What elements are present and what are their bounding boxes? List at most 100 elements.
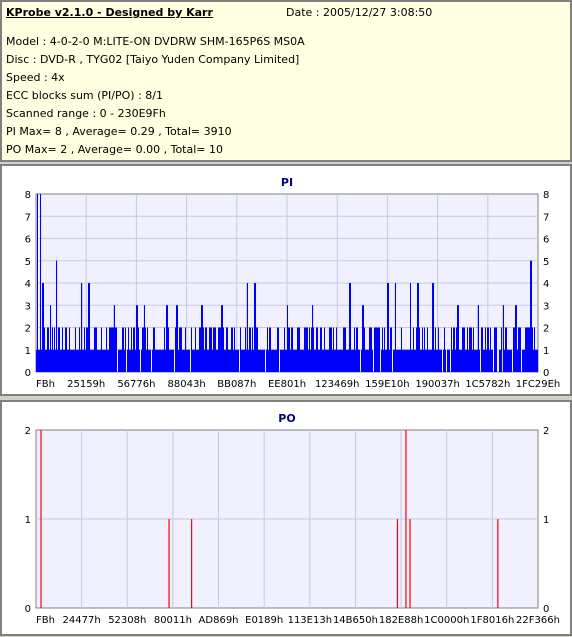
pi-peak-bar — [37, 194, 39, 372]
pi-bar — [105, 349, 106, 372]
pi-peak-bar — [457, 305, 459, 372]
pi-bar — [425, 349, 426, 372]
pi-bar — [46, 349, 47, 372]
pi-bar — [308, 349, 309, 372]
pi-bar — [124, 349, 125, 372]
pi-bar — [98, 349, 99, 372]
disc-line: Disc : DVD-R , TYG02 [Taiyo Yuden Compan… — [6, 53, 300, 66]
pi-bar — [412, 349, 413, 372]
pi-bar — [399, 349, 400, 372]
pi-bar — [316, 327, 317, 372]
y-tick-label-left: 5 — [25, 257, 31, 268]
pi-bar — [510, 349, 511, 372]
pi-bar — [402, 349, 403, 372]
pi-bar — [353, 349, 354, 372]
pi-bar — [236, 349, 237, 372]
pi-bar — [127, 349, 128, 372]
pi-peak-bar — [42, 283, 44, 372]
pi-bar — [147, 327, 148, 372]
pi-peak-bar — [56, 260, 58, 372]
pi-bar — [154, 327, 155, 372]
pi-peak-bar — [432, 283, 434, 372]
pi-bar — [210, 327, 211, 372]
pi-bar — [49, 349, 50, 372]
pi-bar — [504, 349, 505, 372]
pi-bar — [374, 327, 375, 372]
pi-bar — [231, 327, 232, 372]
pi-bar — [509, 349, 510, 372]
pi-bar — [445, 349, 446, 372]
pi-bar — [329, 327, 330, 372]
pi-bar — [500, 349, 501, 372]
pi-bar — [62, 327, 63, 372]
pi-bar — [121, 349, 122, 372]
pi-bar — [511, 349, 512, 372]
pi-bar — [375, 327, 376, 372]
pi-bar — [315, 349, 316, 372]
pi-bar — [139, 349, 140, 372]
pi-bar — [45, 349, 46, 372]
pi-bar — [92, 349, 93, 372]
pi-bar — [284, 327, 285, 372]
pi-bar — [58, 327, 59, 372]
x-tick-label: BB087h — [217, 379, 256, 390]
x-tick-label: 113E13h — [288, 615, 332, 626]
pi-bar — [189, 349, 190, 372]
pi-bar — [295, 349, 296, 372]
pi-bar — [171, 349, 172, 372]
pi-bar — [104, 349, 105, 372]
pi-peak-bar — [40, 194, 42, 372]
pi-bar — [466, 349, 467, 372]
scanned-range-line: Scanned range : 0 - 230E9Fh — [6, 107, 166, 120]
pi-bar — [82, 349, 83, 372]
pi-bar — [269, 327, 270, 372]
pi-bar — [186, 349, 187, 372]
pi-bar — [456, 327, 457, 372]
pi-bar — [201, 305, 202, 372]
pi-bar — [520, 327, 521, 372]
pi-bar — [348, 349, 349, 372]
pi-bar — [440, 349, 441, 372]
pi-bar — [194, 349, 195, 372]
y-tick-label-right: 7 — [543, 212, 549, 223]
model-line: Model : 4-0-2-0 M:LITE-ON DVDRW SHM-165P… — [6, 35, 305, 48]
y-tick-label-left: 4 — [25, 279, 31, 290]
pi-bar — [242, 349, 243, 372]
pi-bar — [371, 327, 372, 372]
pi-bar — [115, 327, 116, 372]
pi-bar — [157, 349, 158, 372]
pi-bar — [238, 349, 239, 372]
pi-bar — [203, 327, 204, 372]
pi-bar — [407, 349, 408, 372]
pi-bar — [361, 349, 362, 372]
pi-bar — [52, 327, 53, 372]
y-tick-label-left: 1 — [25, 346, 31, 357]
pi-bar — [370, 327, 371, 372]
x-tick-label: 24477h — [63, 615, 101, 626]
y-tick-label-left: 2 — [25, 324, 31, 335]
pi-bar — [397, 349, 398, 372]
pi-bar — [294, 349, 295, 372]
pi-bar — [166, 305, 167, 372]
pi-peak-bar — [50, 305, 52, 372]
pi-bar — [131, 327, 132, 372]
pi-bar — [216, 349, 217, 372]
pi-bar — [237, 349, 238, 372]
pi-bar — [221, 305, 222, 372]
pi-bar — [137, 305, 138, 372]
pi-bar — [226, 327, 227, 372]
pi-bar — [218, 327, 219, 372]
pi-bar — [324, 327, 325, 372]
pi-bar — [274, 349, 275, 372]
pi-chart: PI 0 0 1 1 2 2 3 3 4 4 5 5 6 6 7 7 8 8 FBh 25159h 56776h 88043… — [25, 176, 561, 390]
pi-bar — [317, 327, 318, 372]
pi-peak-bar — [362, 305, 364, 372]
pi-bar — [79, 327, 80, 372]
pi-bar — [76, 349, 77, 372]
pi-bar — [96, 327, 97, 372]
y-tick-label-left: 0 — [25, 604, 31, 615]
pi-bar — [436, 349, 437, 372]
pi-peak-bar — [387, 283, 389, 372]
pi-bar — [305, 327, 306, 372]
pi-bar — [327, 349, 328, 372]
